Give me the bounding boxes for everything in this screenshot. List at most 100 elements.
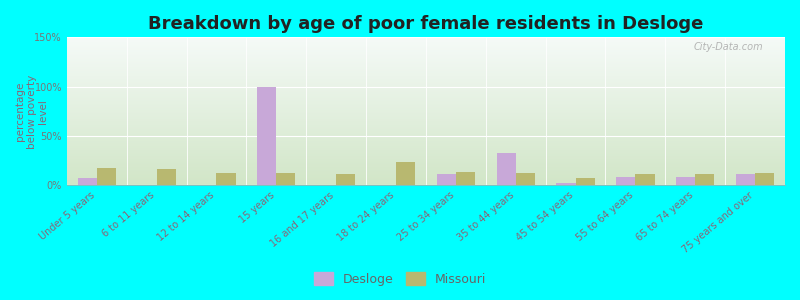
- Bar: [67, 147, 785, 148]
- Bar: [437, 174, 456, 185]
- Bar: [67, 43, 785, 44]
- Bar: [497, 153, 516, 185]
- Bar: [67, 183, 785, 184]
- Bar: [67, 111, 785, 112]
- Bar: [67, 138, 785, 139]
- Bar: [67, 129, 785, 130]
- Bar: [456, 172, 475, 185]
- Bar: [67, 71, 785, 72]
- Bar: [67, 130, 785, 131]
- Bar: [67, 109, 785, 110]
- Bar: [67, 83, 785, 84]
- Bar: [67, 39, 785, 40]
- Bar: [336, 174, 355, 185]
- Bar: [67, 85, 785, 86]
- Title: Breakdown by age of poor female residents in Desloge: Breakdown by age of poor female resident…: [148, 15, 704, 33]
- Bar: [67, 44, 785, 45]
- Bar: [67, 113, 785, 114]
- Bar: [67, 180, 785, 181]
- Bar: [67, 108, 785, 109]
- Bar: [676, 176, 695, 185]
- Bar: [67, 134, 785, 135]
- Bar: [67, 87, 785, 88]
- Bar: [67, 63, 785, 64]
- Text: City-Data.com: City-Data.com: [694, 42, 763, 52]
- Bar: [67, 121, 785, 122]
- Bar: [67, 51, 785, 52]
- Bar: [67, 61, 785, 62]
- Bar: [67, 78, 785, 79]
- Bar: [67, 126, 785, 127]
- Bar: [67, 64, 785, 65]
- Bar: [67, 174, 785, 175]
- Bar: [67, 143, 785, 144]
- Bar: [67, 100, 785, 101]
- Bar: [67, 102, 785, 103]
- Bar: [67, 86, 785, 87]
- Bar: [67, 146, 785, 147]
- Bar: [67, 49, 785, 50]
- Bar: [67, 46, 785, 47]
- Bar: [67, 163, 785, 164]
- Bar: [67, 93, 785, 94]
- Bar: [157, 169, 176, 185]
- Bar: [67, 119, 785, 120]
- Bar: [67, 52, 785, 53]
- Bar: [67, 40, 785, 41]
- Bar: [67, 135, 785, 136]
- Bar: [67, 181, 785, 182]
- Bar: [67, 99, 785, 100]
- Bar: [67, 59, 785, 60]
- Bar: [695, 174, 714, 185]
- Bar: [67, 65, 785, 66]
- Bar: [67, 118, 785, 119]
- Bar: [67, 80, 785, 81]
- Bar: [67, 48, 785, 49]
- Bar: [67, 141, 785, 142]
- Bar: [67, 66, 785, 67]
- Bar: [67, 37, 785, 38]
- Bar: [67, 149, 785, 150]
- Bar: [67, 158, 785, 159]
- Bar: [67, 81, 785, 82]
- Bar: [67, 128, 785, 129]
- Bar: [67, 38, 785, 39]
- Bar: [67, 123, 785, 124]
- Bar: [67, 88, 785, 89]
- Bar: [67, 55, 785, 56]
- Bar: [67, 84, 785, 85]
- Bar: [67, 131, 785, 132]
- Bar: [67, 58, 785, 59]
- Bar: [67, 115, 785, 116]
- Bar: [67, 69, 785, 70]
- Bar: [67, 144, 785, 145]
- Bar: [67, 127, 785, 128]
- Bar: [516, 172, 535, 185]
- Bar: [276, 172, 295, 185]
- Bar: [67, 103, 785, 104]
- Bar: [67, 72, 785, 73]
- Bar: [67, 117, 785, 118]
- Bar: [67, 68, 785, 69]
- Bar: [67, 50, 785, 51]
- Bar: [67, 151, 785, 152]
- Bar: [67, 132, 785, 133]
- Bar: [78, 178, 97, 185]
- Bar: [67, 47, 785, 48]
- Legend: Desloge, Missouri: Desloge, Missouri: [309, 267, 491, 291]
- Y-axis label: percentage
below poverty
level: percentage below poverty level: [15, 74, 48, 148]
- Bar: [67, 160, 785, 161]
- Bar: [67, 182, 785, 183]
- Bar: [67, 62, 785, 63]
- Bar: [67, 56, 785, 57]
- Bar: [67, 162, 785, 163]
- Bar: [67, 155, 785, 156]
- Bar: [67, 169, 785, 170]
- Bar: [67, 107, 785, 108]
- Bar: [67, 184, 785, 185]
- Bar: [67, 96, 785, 97]
- Bar: [67, 178, 785, 179]
- Bar: [67, 140, 785, 141]
- Bar: [67, 150, 785, 151]
- Bar: [67, 95, 785, 96]
